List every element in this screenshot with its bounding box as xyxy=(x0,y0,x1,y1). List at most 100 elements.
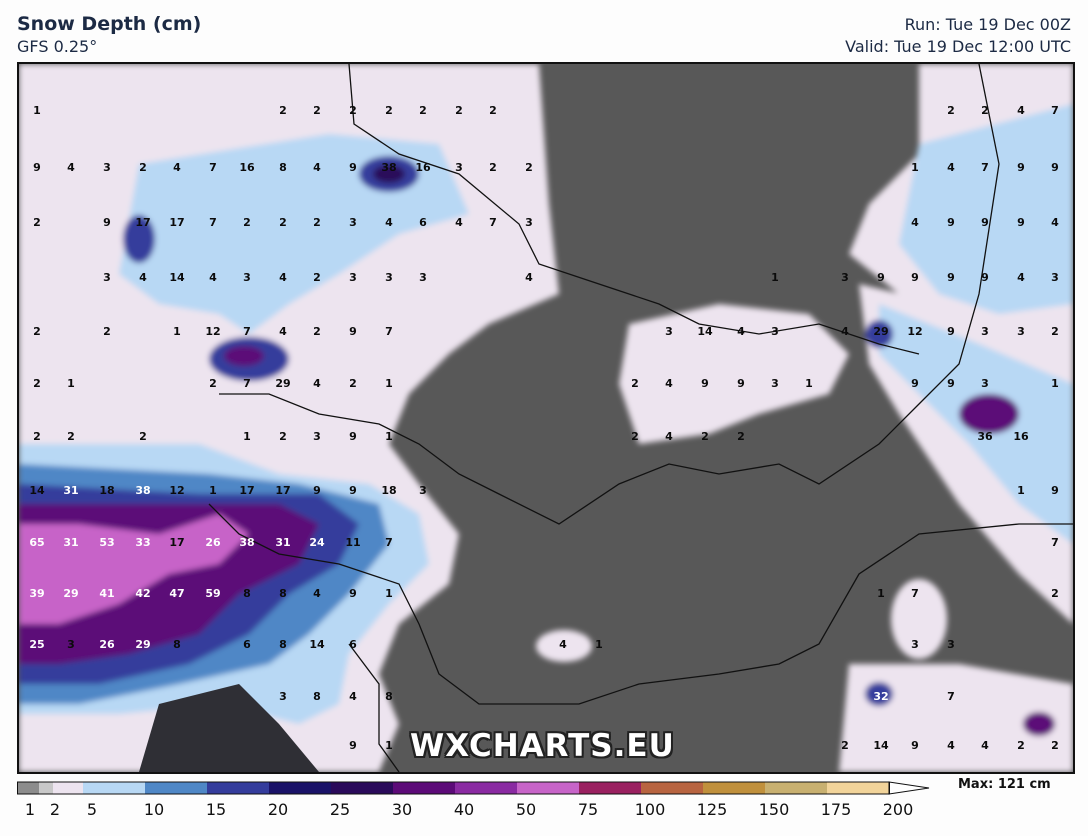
station-value: 11 xyxy=(345,536,360,549)
legend-swatch xyxy=(207,782,269,794)
station-value: 2 xyxy=(103,325,111,338)
station-value: 16 xyxy=(239,161,255,174)
station-value: 14 xyxy=(169,271,185,284)
station-value: 1 xyxy=(67,377,75,390)
station-value: 18 xyxy=(99,484,114,497)
station-value: 3 xyxy=(1017,325,1025,338)
station-value: 2 xyxy=(243,216,251,229)
station-value: 2 xyxy=(385,104,393,117)
station-value: 29 xyxy=(135,638,150,651)
station-value: 2 xyxy=(279,104,287,117)
valid-label: Valid: Tue 19 Dec 12:00 UTC xyxy=(845,37,1071,56)
legend-swatch xyxy=(39,782,53,794)
station-value-labels: 1 2 2 2 2 2 2 2 2 2 4 79 4 3 2 4 7 16 8 4 9 38 16 3 2 2 1 4 7 9 92 9 17 1… xyxy=(29,104,1059,752)
station-value: 9 xyxy=(701,377,709,390)
snow-field-ne-blue xyxy=(899,104,1073,314)
station-value: 12 xyxy=(907,325,922,338)
station-value: 31 xyxy=(63,536,78,549)
snow-fields xyxy=(19,64,1073,772)
station-value: 2 xyxy=(33,325,41,338)
station-value: 1 xyxy=(1051,377,1059,390)
station-value: 1 xyxy=(385,739,393,752)
station-value: 1 xyxy=(173,325,181,338)
legend-swatch xyxy=(269,782,331,794)
station-value: 2 xyxy=(67,430,75,443)
snow-field-se xyxy=(839,664,1073,772)
station-value: 47 xyxy=(169,587,184,600)
adriatic-sea xyxy=(139,684,319,772)
station-value: 4 xyxy=(385,216,393,229)
station-value: 9 xyxy=(877,271,885,284)
station-value: 4 xyxy=(1051,216,1059,229)
map-canvas: 1 2 2 2 2 2 2 2 2 2 4 79 4 3 2 4 7 16 8 4 9 38 16 3 2 2 1 4 7 9 92 9 17 1… xyxy=(19,64,1073,772)
station-value: 25 xyxy=(29,638,44,651)
station-value: 4 xyxy=(841,325,849,338)
snow-core-se2 xyxy=(1023,712,1055,736)
station-value: 9 xyxy=(313,484,321,497)
station-value: 6 xyxy=(243,638,251,651)
station-value: 1 xyxy=(209,484,217,497)
station-value: 9 xyxy=(349,587,357,600)
watermark: WXCHARTS.EU xyxy=(410,728,675,764)
station-value: 4 xyxy=(313,161,321,174)
station-value: 3 xyxy=(67,638,75,651)
legend-swatch xyxy=(703,782,765,794)
station-value: 2 xyxy=(139,161,147,174)
station-value: 2 xyxy=(631,430,639,443)
station-value: 2 xyxy=(1051,739,1059,752)
station-value: 9 xyxy=(349,325,357,338)
station-value: 9 xyxy=(349,430,357,443)
station-value: 4 xyxy=(209,271,217,284)
legend-swatch xyxy=(517,782,579,794)
station-value: 33 xyxy=(135,536,150,549)
station-value: 9 xyxy=(33,161,41,174)
legend-swatch xyxy=(17,782,39,794)
station-value: 59 xyxy=(205,587,220,600)
station-value: 17 xyxy=(169,216,184,229)
station-value: 3 xyxy=(1051,271,1059,284)
station-value: 3 xyxy=(349,216,357,229)
legend-tick-label: 50 xyxy=(515,800,537,819)
station-value: 3 xyxy=(419,271,427,284)
station-value: 2 xyxy=(947,104,955,117)
snow-core-17 xyxy=(123,215,155,263)
legend-swatch xyxy=(145,782,207,794)
station-value: 4 xyxy=(67,161,75,174)
station-value: 1 xyxy=(805,377,813,390)
chart-header-left: Snow Depth (cm) GFS 0.25° xyxy=(17,12,201,58)
station-value: 4 xyxy=(455,216,463,229)
station-value: 2 xyxy=(1051,587,1059,600)
legend-tick-label: 200 xyxy=(882,800,914,819)
station-value: 1 xyxy=(243,430,251,443)
station-value: 17 xyxy=(239,484,254,497)
station-value: 32 xyxy=(873,690,888,703)
station-value: 2 xyxy=(139,430,147,443)
snow-core-32 xyxy=(865,682,893,706)
run-label: Run: Tue 19 Dec 00Z xyxy=(904,15,1071,34)
station-value: 3 xyxy=(103,271,111,284)
station-value: 4 xyxy=(981,739,989,752)
station-value: 2 xyxy=(631,377,639,390)
legend-tick-label: 20 xyxy=(267,800,289,819)
station-value: 26 xyxy=(205,536,221,549)
station-value: 3 xyxy=(525,216,533,229)
station-value: 4 xyxy=(313,377,321,390)
snow-core-36 xyxy=(959,394,1019,434)
station-value: 3 xyxy=(771,325,779,338)
station-value: 3 xyxy=(279,690,287,703)
station-value: 31 xyxy=(63,484,78,497)
station-value: 1 xyxy=(771,271,779,284)
station-value: 39 xyxy=(29,587,44,600)
snow-field-central xyxy=(619,304,849,444)
station-value: 8 xyxy=(279,161,287,174)
snow-field-west-magenta xyxy=(19,514,249,624)
station-value: 7 xyxy=(209,216,217,229)
station-value: 53 xyxy=(99,536,114,549)
border-line xyxy=(348,64,920,355)
station-value: 4 xyxy=(665,377,673,390)
station-value: 7 xyxy=(209,161,217,174)
station-value: 1 xyxy=(385,377,393,390)
station-value: 4 xyxy=(559,638,567,651)
station-value: 2 xyxy=(33,377,41,390)
station-value: 4 xyxy=(279,271,287,284)
